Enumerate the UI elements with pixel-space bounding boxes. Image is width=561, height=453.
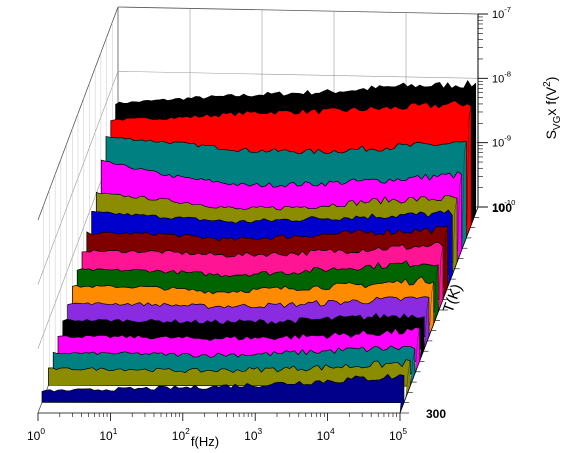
z-axis-tick-label: 10-7 (492, 5, 511, 21)
back-wall-grid-line (117, 71, 479, 79)
spectrum-series-T290 (41, 373, 405, 404)
spectrum-series-T274 (48, 359, 411, 387)
axis-labels-layer: 100 101 102 103 104 105f(Hz)100300T(K)10-1010… (27, 5, 561, 449)
x-axis-tick-label: 104 (317, 426, 335, 443)
back-wall-top-edge (117, 6, 479, 15)
T-axis-tick-label-300: 300 (426, 407, 446, 421)
x-axis-tick-label: 101 (99, 426, 117, 443)
z-axis-title: SVGx f(V2) (542, 77, 561, 140)
x-axis-tick-label: 105 (389, 426, 407, 443)
z-axis-tick-label: 10-8 (492, 69, 511, 85)
x-axis-tick-label: 102 (172, 426, 190, 443)
spectra-series-layer (41, 80, 477, 414)
x-axis-tick-label: 103 (244, 426, 262, 443)
T-axis-tick-label-100: 100 (492, 201, 512, 215)
x-axis-tick-label: 100 (27, 426, 45, 443)
x-axis-title: f(Hz) (191, 434, 219, 449)
z-axis-tick-label: 10-9 (492, 134, 511, 150)
z-axis-tick-label: 10-10 (492, 198, 515, 214)
